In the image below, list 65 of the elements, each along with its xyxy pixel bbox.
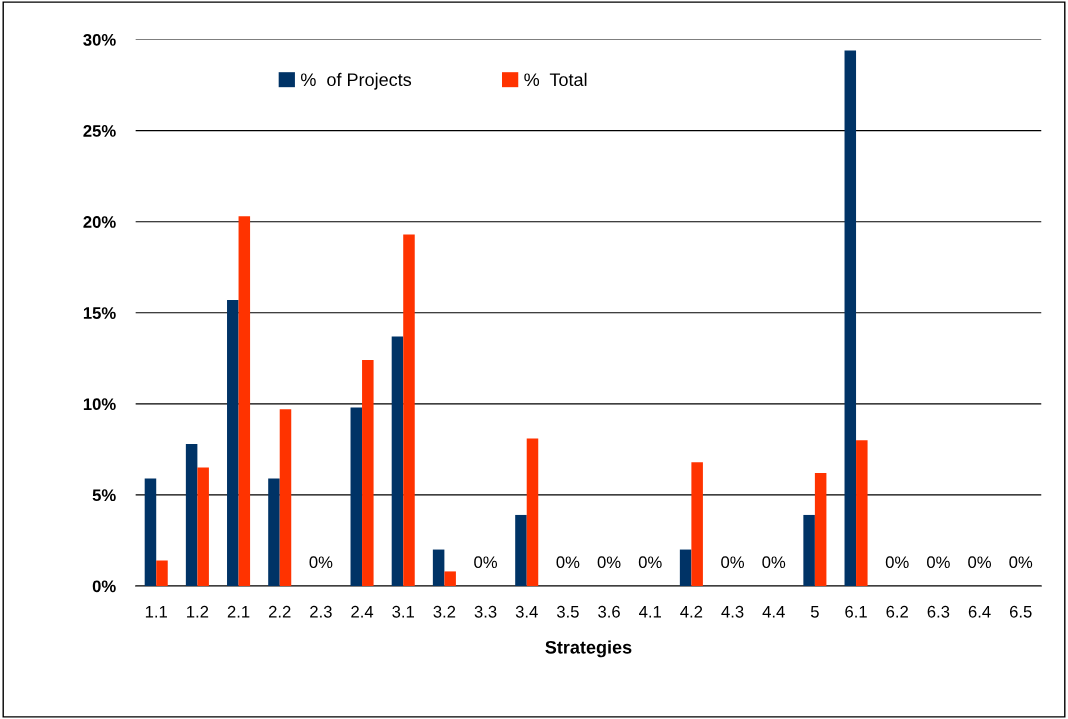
x-axis-title: Strategies: [545, 640, 632, 658]
x-tick-label: 3.4: [515, 605, 538, 618]
x-tick-label: 6.2: [886, 605, 908, 618]
x-tick-label: 6.4: [968, 605, 991, 618]
legend-label: % of Projects: [300, 72, 412, 90]
y-tick-label: 25%: [83, 125, 116, 137]
bar: [391, 336, 404, 586]
x-tick-label: 2.4: [351, 605, 374, 618]
y-tick-label: 5%: [92, 489, 116, 502]
bar: [362, 360, 374, 586]
bar: [803, 514, 815, 586]
bar: [844, 50, 857, 586]
data-label: 0%: [968, 556, 991, 569]
y-tick-label: 10%: [83, 398, 116, 411]
x-tick-label: 2.3: [310, 605, 332, 618]
bar: [691, 462, 703, 586]
bar: [156, 560, 168, 586]
bar: [856, 440, 868, 586]
bar: [526, 438, 539, 586]
data-label: 0%: [926, 556, 950, 569]
x-tick-label: 3.6: [598, 605, 620, 618]
x-tick-label: 4.1: [639, 606, 661, 618]
data-label: 0%: [762, 556, 786, 569]
data-label: 0%: [474, 556, 497, 569]
x-tick-label: 4.3: [721, 605, 744, 618]
bar: [444, 571, 456, 586]
bar: [279, 409, 292, 586]
data-label: 0%: [885, 556, 909, 569]
x-tick-label: 1.1: [145, 606, 167, 618]
x-tick-label: 4.4: [762, 606, 785, 618]
y-tick-label: 20%: [83, 216, 116, 228]
x-tick-label: 6.3: [927, 605, 950, 618]
bar: [197, 467, 209, 586]
y-tick-label: 30%: [83, 33, 116, 46]
x-tick-label: 6.5: [1009, 605, 1032, 618]
data-label: 0%: [556, 556, 580, 569]
x-tick-label: 2.1: [227, 605, 250, 618]
bar: [515, 514, 527, 586]
x-tick-label: 4.2: [680, 605, 703, 618]
bar: [185, 443, 198, 586]
data-label: 0%: [597, 556, 621, 569]
bar: [814, 473, 827, 586]
legend-label: % Total: [524, 72, 587, 87]
x-tick-label: 6.1: [845, 605, 867, 618]
data-label: 0%: [638, 556, 662, 569]
x-tick-label: 3.2: [433, 605, 456, 618]
x-tick-label: 3.1: [392, 605, 414, 618]
x-tick-label: 1.2: [187, 605, 209, 618]
x-tick-label: 2.2: [268, 605, 291, 618]
x-tick-label: 3.5: [556, 605, 579, 618]
x-tick-label: 5: [810, 606, 819, 618]
bar: [144, 478, 157, 586]
y-tick-label: 0%: [92, 580, 116, 593]
y-tick-label: 15%: [83, 307, 116, 319]
bar: [268, 478, 280, 586]
data-label: 0%: [721, 556, 744, 569]
bar: [238, 216, 251, 586]
bar: [350, 407, 363, 586]
x-tick-label: 3.3: [474, 605, 497, 618]
bar: [679, 549, 692, 586]
data-label: 0%: [309, 556, 333, 569]
data-label: 0%: [1009, 556, 1033, 569]
bar: [403, 234, 415, 586]
bar: [227, 300, 239, 586]
bar: [432, 549, 445, 586]
